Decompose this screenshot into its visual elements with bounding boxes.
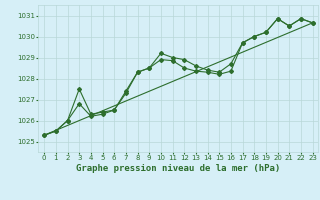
- X-axis label: Graphe pression niveau de la mer (hPa): Graphe pression niveau de la mer (hPa): [76, 164, 281, 173]
